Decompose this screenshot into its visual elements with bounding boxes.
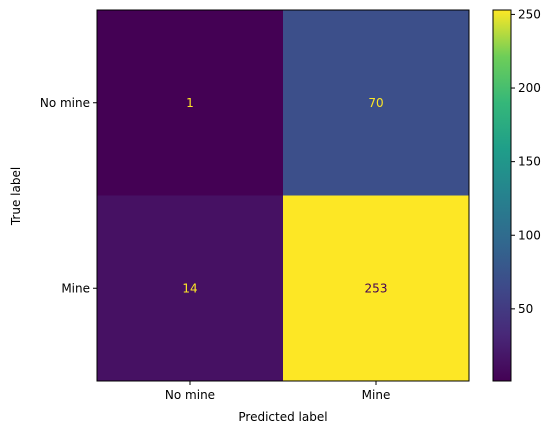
cell-value-label: 70 bbox=[368, 96, 383, 110]
matrix-cells bbox=[97, 10, 470, 382]
matrix-cell bbox=[97, 195, 284, 382]
colorbar-tick-label: 100 bbox=[518, 228, 541, 242]
cell-value-label: 14 bbox=[182, 281, 197, 295]
colorbar-tick-label: 250 bbox=[518, 7, 541, 21]
x-axis-ticks: No mine Mine bbox=[165, 381, 390, 402]
y-tick-label: No mine bbox=[40, 96, 90, 110]
x-tick-label: No mine bbox=[165, 388, 215, 402]
x-axis-label: Predicted label bbox=[238, 410, 327, 424]
cell-value-label: 253 bbox=[365, 281, 388, 295]
matrix-cell bbox=[97, 10, 284, 196]
y-axis-ticks: No mine Mine bbox=[40, 96, 97, 295]
x-tick-label: Mine bbox=[362, 388, 391, 402]
colorbar bbox=[492, 9, 512, 382]
matrix-cell bbox=[283, 195, 470, 382]
colorbar-tick-label: 200 bbox=[518, 81, 541, 95]
colorbar-tick-label: 50 bbox=[518, 302, 533, 316]
matrix-cell-labels: 1 70 14 253 bbox=[182, 96, 387, 296]
cell-value-label: 1 bbox=[186, 96, 194, 110]
matrix-cell bbox=[283, 10, 470, 196]
y-axis-label: True label bbox=[9, 167, 23, 226]
y-tick-label: Mine bbox=[61, 281, 90, 295]
colorbar-tick-label: 150 bbox=[518, 155, 541, 169]
plot-frame bbox=[96, 9, 470, 382]
colorbar-ticks: 50 100 150 200 250 bbox=[511, 7, 541, 316]
